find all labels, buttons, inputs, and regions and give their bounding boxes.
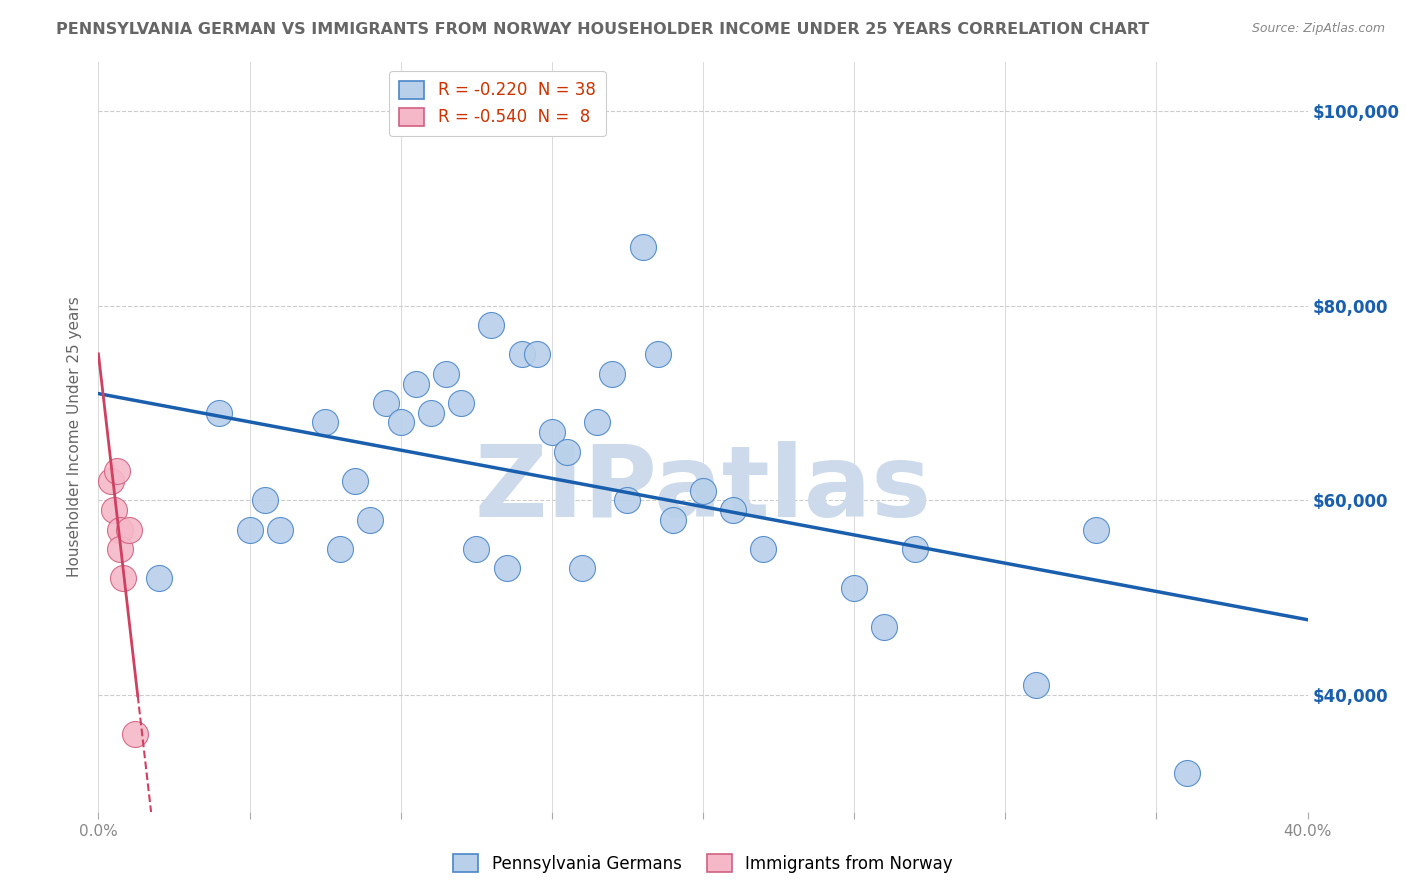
Point bbox=[586, 416, 609, 430]
Point bbox=[465, 541, 488, 556]
Point bbox=[389, 416, 412, 430]
Text: Source: ZipAtlas.com: Source: ZipAtlas.com bbox=[1251, 22, 1385, 36]
Point bbox=[208, 406, 231, 420]
Point bbox=[329, 541, 352, 556]
Point bbox=[571, 561, 593, 575]
Point bbox=[108, 523, 131, 537]
Point bbox=[752, 541, 775, 556]
Legend: Pennsylvania Germans, Immigrants from Norway: Pennsylvania Germans, Immigrants from No… bbox=[447, 847, 959, 880]
Point bbox=[904, 541, 927, 556]
Point bbox=[105, 464, 128, 478]
Point bbox=[420, 406, 443, 420]
Point bbox=[100, 474, 122, 488]
Point bbox=[526, 347, 548, 361]
Point bbox=[434, 367, 457, 381]
Legend: R = -0.220  N = 38, R = -0.540  N =  8: R = -0.220 N = 38, R = -0.540 N = 8 bbox=[389, 70, 606, 136]
Point bbox=[269, 523, 291, 537]
Point bbox=[124, 727, 146, 741]
Y-axis label: Householder Income Under 25 years: Householder Income Under 25 years bbox=[67, 297, 83, 577]
Point bbox=[616, 493, 638, 508]
Point bbox=[103, 503, 125, 517]
Point bbox=[873, 620, 896, 634]
Point bbox=[844, 581, 866, 595]
Point bbox=[1024, 678, 1046, 692]
Point bbox=[540, 425, 562, 440]
Point bbox=[602, 367, 624, 381]
Point bbox=[450, 396, 472, 410]
Text: PENNSYLVANIA GERMAN VS IMMIGRANTS FROM NORWAY HOUSEHOLDER INCOME UNDER 25 YEARS : PENNSYLVANIA GERMAN VS IMMIGRANTS FROM N… bbox=[56, 22, 1150, 37]
Point bbox=[692, 483, 714, 498]
Point bbox=[118, 523, 141, 537]
Point bbox=[111, 571, 134, 585]
Point bbox=[510, 347, 533, 361]
Point bbox=[555, 444, 578, 458]
Point bbox=[1085, 523, 1108, 537]
Point bbox=[344, 474, 367, 488]
Point bbox=[481, 318, 503, 333]
Point bbox=[108, 541, 131, 556]
Point bbox=[661, 513, 683, 527]
Point bbox=[495, 561, 517, 575]
Point bbox=[360, 513, 382, 527]
Point bbox=[647, 347, 669, 361]
Point bbox=[405, 376, 427, 391]
Point bbox=[148, 571, 170, 585]
Point bbox=[631, 240, 654, 254]
Point bbox=[374, 396, 396, 410]
Point bbox=[253, 493, 276, 508]
Point bbox=[723, 503, 745, 517]
Point bbox=[314, 416, 336, 430]
Point bbox=[1175, 765, 1198, 780]
Text: ZIPatlas: ZIPatlas bbox=[475, 441, 931, 538]
Point bbox=[239, 523, 262, 537]
